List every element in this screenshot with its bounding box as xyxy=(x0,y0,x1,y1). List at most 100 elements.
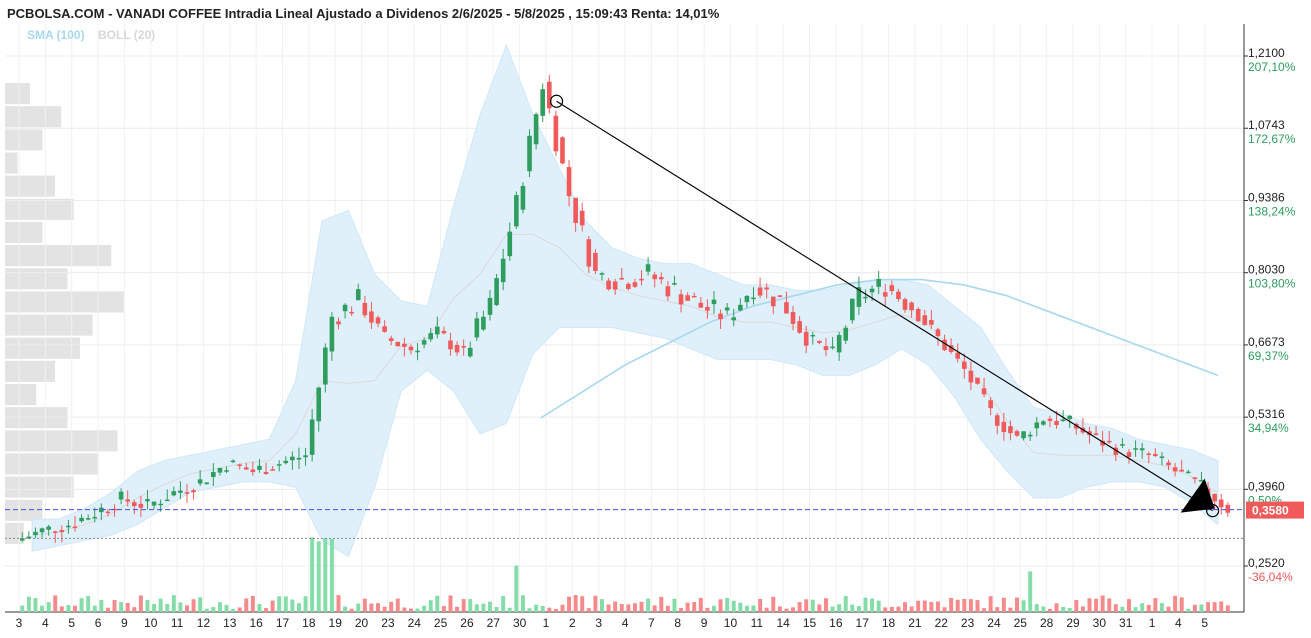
volume-bar xyxy=(1206,602,1211,612)
x-tick-label: 22 xyxy=(935,616,949,630)
candle xyxy=(718,309,723,329)
candle-body xyxy=(408,346,414,351)
volume-bar xyxy=(712,605,716,612)
candle-body xyxy=(705,306,710,311)
candle-body xyxy=(263,471,269,475)
candle xyxy=(19,532,25,542)
candle-body xyxy=(1133,448,1138,450)
trend-start-handle[interactable] xyxy=(549,94,564,108)
candle-body xyxy=(243,467,249,470)
candle xyxy=(691,292,697,298)
candle xyxy=(138,495,144,517)
candle xyxy=(1225,502,1231,517)
volume-bar xyxy=(165,603,170,612)
candle-body xyxy=(935,329,941,337)
volume-bar xyxy=(53,595,58,612)
candle-body xyxy=(527,135,532,172)
x-tick-label: 7 xyxy=(648,616,655,630)
boll-indicator-label[interactable]: BOLL (20) xyxy=(98,28,155,42)
candle xyxy=(540,83,546,122)
candle-body xyxy=(909,302,914,311)
volume-bar xyxy=(942,607,947,612)
volume-bar xyxy=(659,596,664,612)
volume-profile-bar xyxy=(5,383,37,406)
candle-body xyxy=(645,264,651,272)
volume-profile-bar xyxy=(5,314,93,336)
x-tick-label: 30 xyxy=(513,616,527,630)
x-tick-label: 19 xyxy=(329,616,343,630)
trend-line-segment[interactable] xyxy=(556,100,1213,512)
volume-bar xyxy=(613,601,618,612)
volume-bar xyxy=(264,608,269,612)
volume-bar xyxy=(441,606,446,612)
candle-body xyxy=(250,469,256,473)
candle xyxy=(237,463,242,470)
candle-body xyxy=(988,400,993,409)
candle-body xyxy=(59,530,65,533)
volume-bar xyxy=(66,605,71,612)
volume-bar xyxy=(534,604,539,612)
volume-bar xyxy=(198,597,203,612)
x-tick-label: 17 xyxy=(276,616,290,630)
candle xyxy=(955,343,961,363)
candle xyxy=(85,514,91,521)
candle-body xyxy=(922,315,928,325)
volume-bar xyxy=(488,601,492,612)
candle-body xyxy=(902,299,908,310)
volume-bar xyxy=(481,603,486,612)
candle-body xyxy=(1139,448,1145,451)
volume-bar xyxy=(132,607,137,612)
candle-body xyxy=(1199,480,1204,482)
volume-bar xyxy=(119,602,124,612)
candle-body xyxy=(843,327,849,341)
volume-bar xyxy=(231,608,236,612)
candle-body xyxy=(1054,421,1059,426)
candle-body xyxy=(494,278,499,306)
candle-body xyxy=(421,340,427,345)
x-tick-label: 24 xyxy=(408,616,422,630)
volume-bar xyxy=(145,600,150,612)
volume-bar xyxy=(283,596,288,612)
arrow-icon[interactable] xyxy=(1180,478,1215,513)
trend-line[interactable] xyxy=(549,94,1220,518)
candle-body xyxy=(1014,431,1020,436)
candle xyxy=(250,461,256,476)
volume-bar xyxy=(962,598,967,612)
candle xyxy=(1047,415,1053,428)
sma-indicator-label[interactable]: SMA (100) xyxy=(27,28,85,42)
candle-body xyxy=(738,304,743,311)
volume-bar xyxy=(468,599,473,612)
candle xyxy=(369,301,374,330)
volume-bar xyxy=(1047,608,1052,612)
volume-profile-bar xyxy=(5,291,124,313)
candle xyxy=(962,353,967,379)
candle-body xyxy=(388,338,394,342)
volume-bar xyxy=(1087,598,1092,612)
volume-bar xyxy=(336,595,341,612)
candle xyxy=(1172,462,1178,477)
x-tick-label: 25 xyxy=(1014,616,1028,630)
volume-bar xyxy=(40,605,45,612)
candle-body xyxy=(171,491,177,496)
volume-profile xyxy=(5,83,124,544)
volume-bar xyxy=(1100,595,1105,612)
candle-body xyxy=(599,273,605,275)
volume-bar xyxy=(698,597,703,612)
volume-bar xyxy=(520,595,525,612)
volume-bar xyxy=(435,595,440,612)
candle-body xyxy=(303,455,308,458)
candle xyxy=(711,291,717,315)
candle-body xyxy=(665,286,671,297)
candle-body xyxy=(560,137,565,164)
candle-body xyxy=(138,503,144,508)
candle-body xyxy=(507,231,513,257)
volume-bar xyxy=(99,599,104,612)
volume-bar xyxy=(1212,602,1217,612)
volume-bar xyxy=(744,605,749,612)
volume-bar xyxy=(474,604,479,612)
candle xyxy=(843,325,849,344)
candle-body xyxy=(863,296,868,299)
y-tick-percent: -36,04% xyxy=(1248,570,1293,584)
candle xyxy=(632,278,638,288)
candle xyxy=(191,488,196,500)
